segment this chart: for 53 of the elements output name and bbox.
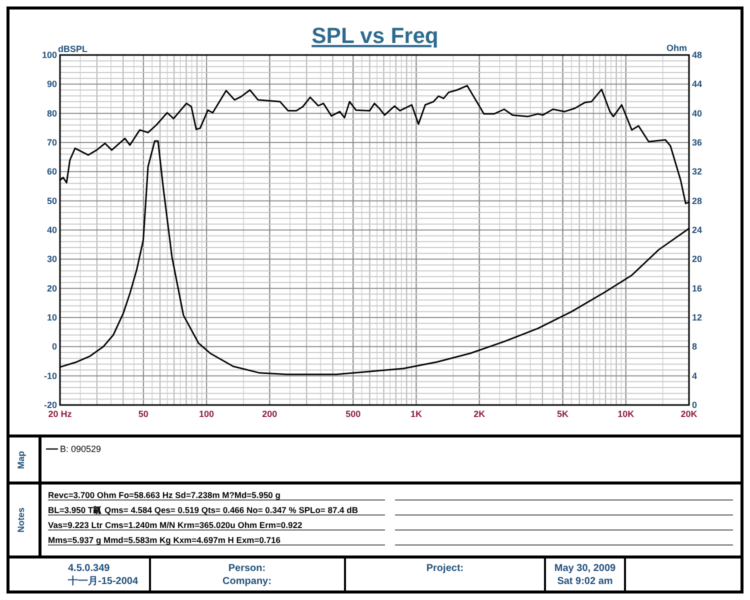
y-tick-label: 10 — [46, 312, 57, 322]
text: Revc=3.700 Ohm Fo=58.663 Hz Sd=7.238m M?Md=5.950 g — [48, 490, 280, 500]
y-axis-title: dBSPL — [58, 44, 88, 54]
text: B: 090529 — [60, 444, 102, 454]
text: Notes — [16, 507, 26, 533]
y2-tick-label: 24 — [692, 225, 702, 235]
y2-tick-label: 20 — [692, 254, 702, 264]
y2-tick-label: 40 — [692, 108, 702, 118]
chart-title: SPL vs Freq — [312, 23, 438, 48]
text: May 30, 2009 — [554, 563, 616, 574]
y-tick-label: 90 — [46, 79, 57, 90]
x-tick-label: 10K — [618, 409, 635, 419]
x-tick-label: 50 — [138, 409, 148, 419]
y-tick-label: 30 — [46, 254, 57, 264]
x-tick-label: 2K — [474, 409, 486, 419]
y2-tick-label: 44 — [692, 79, 702, 90]
text: Person: — [228, 563, 266, 574]
y2-tick-label: 16 — [692, 283, 702, 294]
text: BL=3.950 T瓤 Qms= 4.584 Qes= 0.519 Qts= 0.466 No= 0.347 % SPLo= 87.4 dB — [48, 505, 358, 515]
x-tick-label: 20K — [680, 409, 698, 419]
y-tick-label: 80 — [46, 108, 57, 118]
y2-tick-label: 48 — [692, 50, 702, 60]
y-tick-label: 50 — [46, 196, 57, 206]
y-tick-label: -10 — [44, 370, 57, 381]
y2-tick-label: 36 — [692, 138, 702, 148]
y2-tick-label: 4 — [692, 370, 698, 381]
x-tick-label: 5K — [557, 409, 570, 419]
x-tick-label: 20 Hz — [48, 409, 72, 419]
text: 十一月-15-2004 — [67, 575, 138, 587]
x-tick-label: 500 — [346, 409, 361, 419]
text: Vas=9.223 Ltr Cms=1.240m M/N Krm=365.020u Ohm Erm=0.922 — [48, 520, 302, 530]
y-tick-label: 60 — [46, 166, 57, 177]
y2-axis-title: Ohm — [666, 43, 687, 53]
x-tick-label: 1K — [410, 409, 422, 419]
y2-tick-label: 12 — [692, 312, 702, 322]
y-tick-label: -20 — [44, 400, 57, 410]
text: 4.5.0.349 — [68, 563, 110, 574]
y2-tick-label: 32 — [692, 166, 702, 177]
x-tick-label: 100 — [199, 409, 214, 419]
text: Project: — [426, 563, 464, 574]
y2-tick-label: 0 — [692, 400, 698, 410]
y-tick-label: 40 — [46, 225, 57, 235]
text: Sat 9:02 am — [557, 576, 613, 587]
text: Map — [16, 450, 26, 469]
text: Mms=5.937 g Mmd=5.583m Kg Kxm=4.697m H Exm=0.716 — [48, 535, 281, 545]
x-tick-label: 200 — [262, 409, 278, 419]
y-tick-label: 20 — [46, 283, 57, 294]
y-tick-label: 70 — [46, 138, 57, 148]
text: Company: — [222, 576, 272, 587]
y-tick-label: 0 — [52, 342, 57, 352]
y2-tick-label: 28 — [692, 196, 702, 206]
y2-tick-label: 8 — [692, 342, 698, 352]
y-tick-label: 100 — [42, 50, 57, 60]
